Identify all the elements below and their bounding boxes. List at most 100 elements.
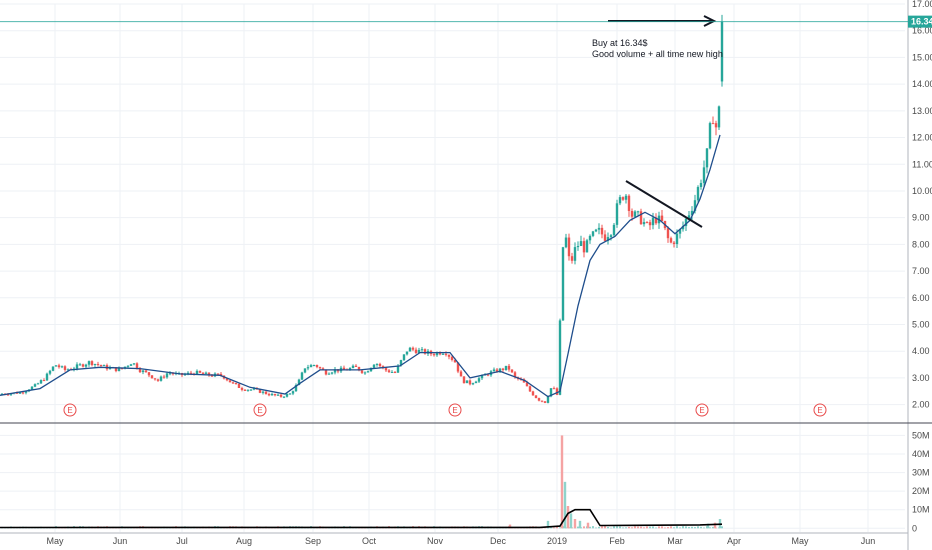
price-pane[interactable] bbox=[0, 14, 724, 404]
volume-pane[interactable] bbox=[0, 435, 723, 529]
volume-bar bbox=[700, 526, 702, 529]
earnings-event-marker[interactable] bbox=[63, 403, 77, 417]
volume-bar bbox=[610, 527, 612, 529]
candle-body bbox=[531, 391, 535, 396]
candle-body bbox=[636, 211, 640, 213]
candle-body bbox=[492, 369, 496, 372]
grid bbox=[0, 3, 905, 532]
time-tick-label: 2019 bbox=[547, 536, 567, 546]
candle-body bbox=[126, 365, 130, 367]
time-tick-label: Feb bbox=[609, 536, 625, 546]
candle-body bbox=[24, 391, 28, 393]
candle-body bbox=[315, 365, 319, 368]
volume-bar bbox=[637, 526, 639, 529]
candle-body bbox=[66, 369, 70, 371]
candle-body bbox=[132, 363, 136, 365]
price-tick-label: 9.00 bbox=[912, 213, 930, 223]
candle-body bbox=[114, 367, 118, 372]
candle-body bbox=[51, 366, 55, 371]
time-tick-label: Mar bbox=[667, 536, 683, 546]
candle-body bbox=[237, 383, 241, 388]
candle-body bbox=[438, 352, 442, 355]
candle-body bbox=[573, 247, 577, 261]
candle-body bbox=[642, 222, 646, 225]
volume-bar bbox=[583, 526, 585, 529]
volume-spike-bar bbox=[713, 522, 717, 529]
volume-spike-bar bbox=[546, 520, 550, 529]
candle-body bbox=[147, 372, 151, 376]
candle-body bbox=[654, 217, 658, 224]
volume-spike-bar bbox=[563, 481, 567, 529]
candle-body bbox=[246, 389, 250, 391]
candle-body bbox=[210, 375, 214, 377]
volume-bar bbox=[673, 527, 675, 529]
candle-body bbox=[552, 388, 556, 390]
earnings-event-marker[interactable] bbox=[253, 403, 267, 417]
price-tick-label: 17.00 bbox=[912, 0, 932, 9]
volume-bar bbox=[661, 526, 663, 529]
price-tick-label: 8.00 bbox=[912, 239, 930, 249]
candle-body bbox=[609, 235, 613, 238]
candle-body bbox=[621, 197, 625, 200]
candle-body bbox=[600, 227, 604, 235]
candle-body bbox=[36, 383, 40, 385]
candle-body bbox=[387, 370, 391, 373]
price-tick-label: 3.00 bbox=[912, 373, 930, 383]
candle-body bbox=[375, 363, 379, 365]
candle-body bbox=[333, 369, 337, 373]
candle-body bbox=[90, 361, 94, 365]
volume-bar bbox=[613, 526, 615, 529]
candle-body bbox=[432, 354, 436, 356]
candle-body bbox=[225, 378, 229, 381]
candle-body bbox=[381, 366, 385, 368]
earnings-event-marker[interactable] bbox=[448, 403, 462, 417]
candle-body bbox=[528, 386, 532, 392]
candle-body bbox=[327, 373, 331, 375]
candle-body bbox=[303, 368, 307, 373]
candle-body bbox=[102, 365, 106, 367]
candle-body bbox=[162, 376, 166, 378]
candle-body bbox=[630, 210, 634, 217]
candle-body bbox=[231, 382, 235, 384]
candle-body bbox=[267, 394, 271, 396]
candle-body bbox=[261, 391, 265, 393]
triangle-resistance-line bbox=[625, 180, 703, 228]
candle-body bbox=[120, 368, 124, 370]
volume-bar bbox=[694, 527, 696, 529]
candle-body bbox=[168, 373, 172, 375]
volume-bar bbox=[649, 526, 651, 529]
candle-body bbox=[606, 237, 610, 241]
volume-bar bbox=[559, 527, 561, 529]
candle-body bbox=[198, 370, 202, 373]
candle-body bbox=[693, 200, 697, 211]
candle-body bbox=[585, 240, 589, 253]
volume-bar bbox=[604, 526, 606, 529]
candle-body bbox=[204, 372, 208, 374]
candle-body bbox=[615, 203, 619, 225]
earnings-event-marker[interactable] bbox=[813, 403, 827, 417]
candle-body bbox=[417, 349, 421, 353]
candle-body bbox=[207, 372, 211, 376]
candle-body bbox=[354, 365, 358, 367]
candle-body bbox=[453, 359, 457, 363]
volume-bar bbox=[544, 527, 546, 529]
candle-body bbox=[138, 368, 142, 373]
candle-body bbox=[669, 238, 673, 243]
candle-body bbox=[108, 367, 112, 370]
volume-bar bbox=[652, 526, 654, 529]
volume-bar bbox=[703, 527, 705, 529]
buy-arrow-head bbox=[703, 15, 717, 27]
candle-body bbox=[558, 320, 562, 395]
candle-body bbox=[711, 123, 715, 125]
earnings-event-marker[interactable] bbox=[695, 403, 709, 417]
candle-body bbox=[402, 354, 406, 361]
last-price-tag bbox=[908, 15, 932, 28]
candle-body bbox=[594, 229, 598, 232]
candle-body bbox=[639, 211, 643, 225]
time-tick-label: Jun bbox=[113, 536, 128, 546]
price-tick-label: 12.00 bbox=[912, 133, 932, 143]
candle-body bbox=[690, 210, 694, 216]
